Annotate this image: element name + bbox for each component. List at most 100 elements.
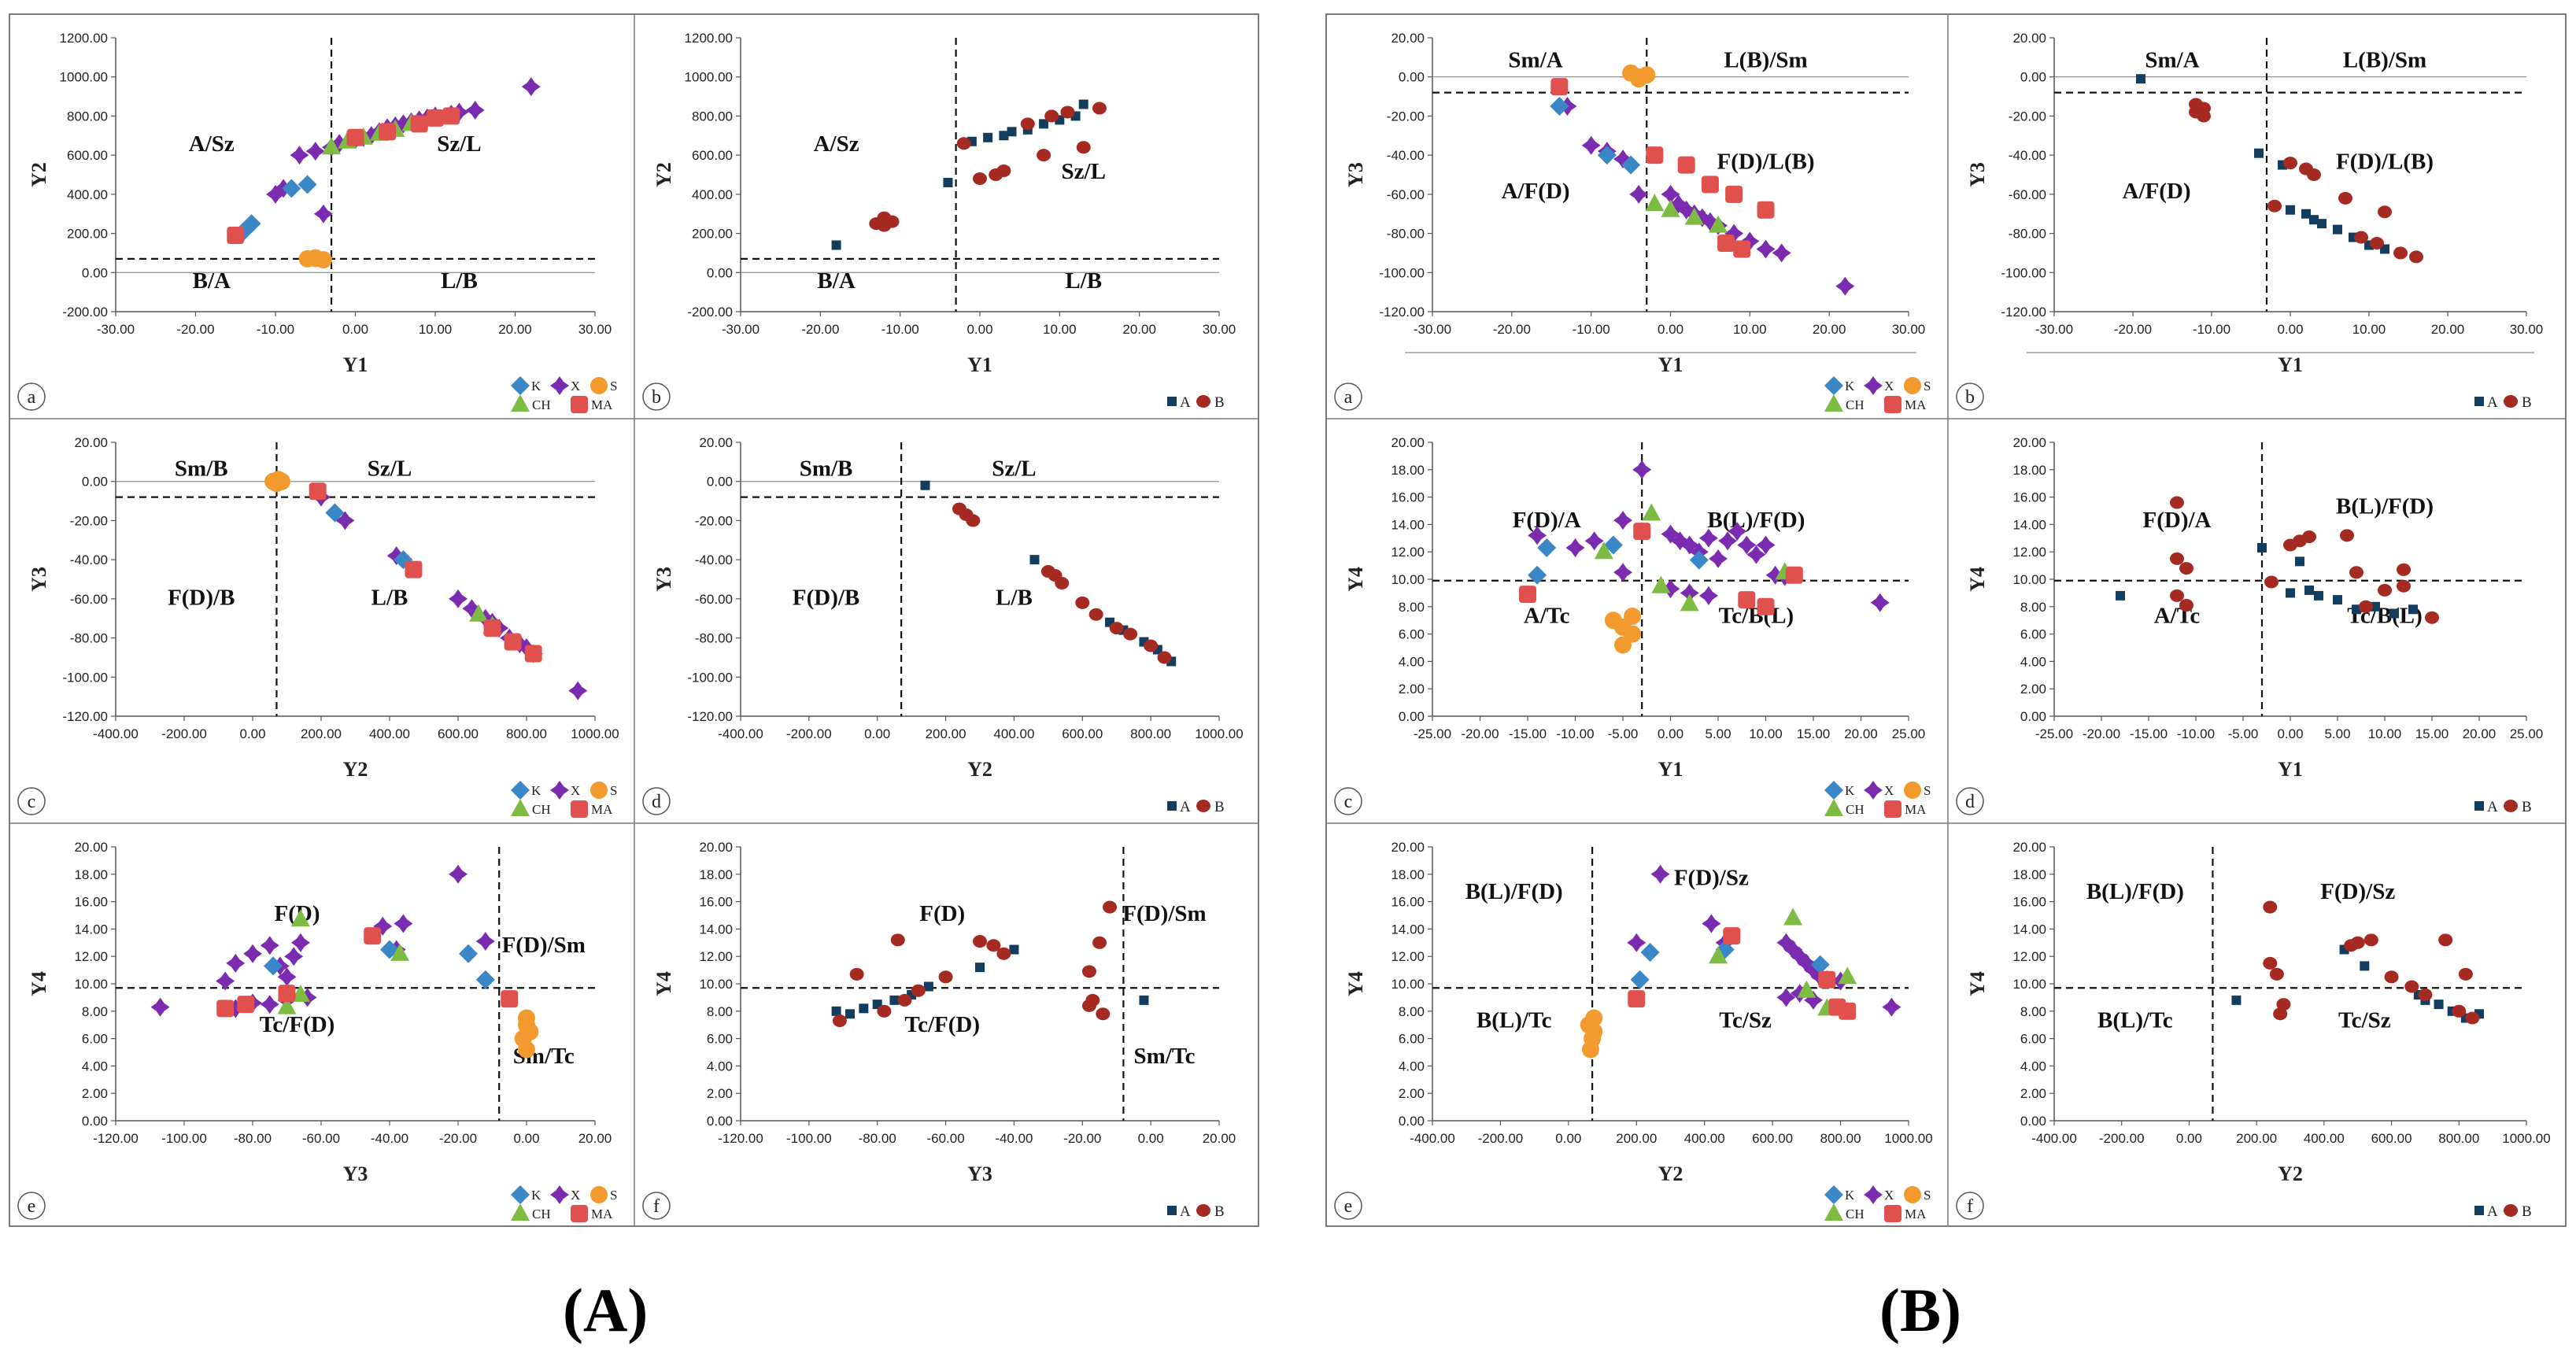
data-point xyxy=(1725,185,1743,203)
legend-label-k: K xyxy=(1845,1188,1855,1203)
series-A xyxy=(2136,74,2389,254)
legend-label-a: A xyxy=(1180,799,1191,815)
x-tick-label: -20.00 xyxy=(1493,322,1531,337)
y-tick-label: 600.00 xyxy=(67,148,108,163)
x-tick-label: -20.00 xyxy=(801,322,839,337)
legend-marker-x xyxy=(1864,376,1883,395)
x-tick-label: -200.00 xyxy=(2099,1131,2145,1146)
data-point xyxy=(2179,562,2193,575)
quadrant-label: L/B xyxy=(996,585,1033,610)
y-tick-label: 6.00 xyxy=(707,1032,733,1047)
data-point xyxy=(405,560,423,578)
quadrant-label: B(L)/F(D) xyxy=(2086,879,2184,904)
legend-label-b: B xyxy=(2522,799,2532,815)
y-tick-label: 12.00 xyxy=(1391,949,1425,964)
y-tick-label: 8.00 xyxy=(1399,600,1425,615)
x-tick-label: -15.00 xyxy=(1509,726,1547,741)
x-tick-label: -100.00 xyxy=(786,1131,832,1146)
data-point xyxy=(1650,864,1670,884)
data-point xyxy=(1733,240,1751,258)
data-point xyxy=(1629,184,1649,204)
x-tick-label: -120.00 xyxy=(718,1131,763,1146)
data-point xyxy=(1075,596,1090,609)
data-point xyxy=(290,933,310,952)
legend-marker-a xyxy=(2474,801,2484,811)
series-B xyxy=(869,102,1107,232)
data-point xyxy=(521,77,541,97)
data-point xyxy=(1123,627,1138,641)
data-point xyxy=(1039,119,1049,129)
data-point xyxy=(2354,231,2368,244)
data-point xyxy=(2438,933,2453,947)
y-tick-label: 0.00 xyxy=(707,1114,733,1129)
data-point xyxy=(890,933,905,947)
legend: K X S CH MA xyxy=(511,781,617,818)
x-tick-label: 20.00 xyxy=(1813,322,1846,337)
data-point xyxy=(1029,555,1040,565)
data-point xyxy=(1790,947,1809,966)
figure-label-A: (A) xyxy=(563,1276,649,1344)
panel-letter-badge xyxy=(642,1192,671,1220)
legend-marker-s xyxy=(590,1186,608,1203)
data-point xyxy=(996,947,1011,960)
legend-marker-ch xyxy=(1824,394,1843,412)
data-point xyxy=(831,240,841,250)
legend-marker-s xyxy=(1904,1186,1921,1203)
y-tick-label: -120.00 xyxy=(1379,305,1425,320)
data-point xyxy=(1702,914,1721,933)
panel-letter: d xyxy=(652,792,661,812)
data-point xyxy=(1584,531,1604,551)
x-tick-label: -20.00 xyxy=(439,1131,477,1146)
data-point xyxy=(469,604,489,622)
y-tick-label: 400.00 xyxy=(692,187,733,202)
legend-label-s: S xyxy=(1924,1188,1931,1203)
y-axis-title: Y4 xyxy=(1344,567,1367,592)
x-tick-label: 400.00 xyxy=(369,726,410,741)
quadrant-label: B/A xyxy=(817,268,855,294)
y-tick-label: 20.00 xyxy=(699,840,733,855)
data-point xyxy=(459,944,479,963)
y-tick-label: -60.00 xyxy=(1387,187,1425,202)
legend-label-a: A xyxy=(2487,1203,2498,1220)
data-point xyxy=(226,999,246,1018)
data-point xyxy=(1157,651,1172,664)
chart-B-c: 0.00 2.00 4.00 6.00 8.00 10.00 12.00 14.00 16.00… xyxy=(1334,435,1931,818)
y-tick-label: 6.00 xyxy=(1399,627,1425,642)
x-axis-title: Y1 xyxy=(343,353,368,376)
data-point xyxy=(475,932,495,952)
quadrant-label: F(D)/Sz xyxy=(2320,879,2395,904)
data-point xyxy=(975,963,985,973)
x-tick-label: 25.00 xyxy=(2510,726,2544,741)
y-axis-title: Y2 xyxy=(28,162,50,187)
data-point xyxy=(277,996,297,1014)
y-tick-label: 200.00 xyxy=(67,227,108,242)
y-tick-label: -100.00 xyxy=(62,670,108,685)
data-point xyxy=(1633,523,1651,541)
x-tick-label: 800.00 xyxy=(1130,726,1171,741)
x-tick-label: 20.00 xyxy=(578,1131,612,1146)
y-tick-label: 4.00 xyxy=(2020,654,2046,669)
data-point xyxy=(1613,563,1632,582)
data-point xyxy=(1092,936,1107,949)
x-tick-label: 1000.00 xyxy=(1884,1131,1932,1146)
legend-marker-s xyxy=(590,782,608,799)
y-tick-label: 16.00 xyxy=(1391,490,1425,505)
x-tick-label: 20.00 xyxy=(498,322,532,337)
x-tick-label: 400.00 xyxy=(993,726,1034,741)
data-point xyxy=(2302,530,2316,544)
data-point xyxy=(1581,135,1601,155)
data-point xyxy=(2425,611,2439,624)
x-tick-label: -60.00 xyxy=(302,1131,340,1146)
data-point xyxy=(1776,933,1796,952)
y-tick-label: 14.00 xyxy=(2012,517,2046,532)
x-tick-label: -200.00 xyxy=(161,726,207,741)
x-tick-label: -20.00 xyxy=(176,322,214,337)
legend: K X S CH MA xyxy=(511,376,617,413)
panel-letter-badge xyxy=(1334,787,1362,815)
y-tick-label: 2.00 xyxy=(1399,682,1425,697)
data-point xyxy=(2286,205,2295,215)
x-tick-label: 5.00 xyxy=(2324,726,2350,741)
data-point xyxy=(2257,542,2267,552)
data-point xyxy=(237,996,255,1014)
